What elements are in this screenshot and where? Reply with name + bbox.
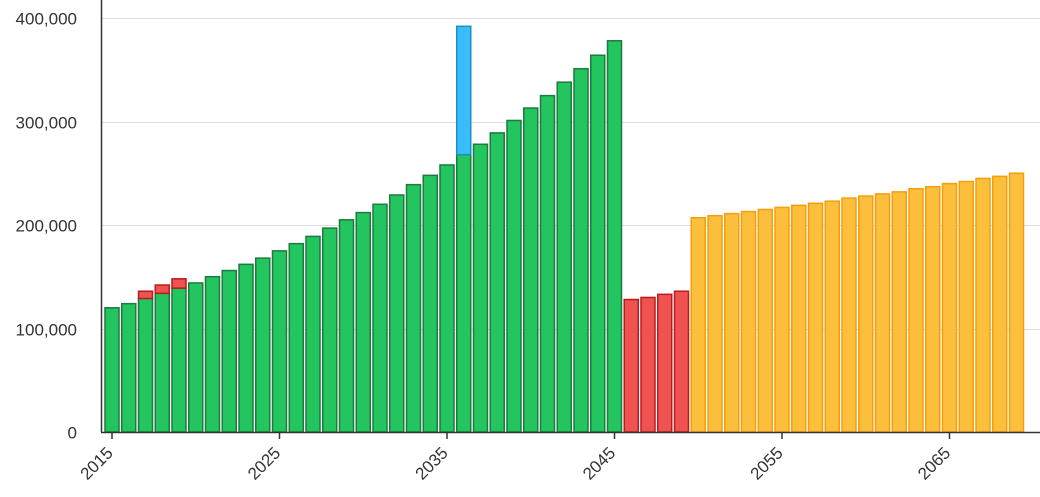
bar-2049-red	[673, 290, 690, 433]
bar-2062-orange	[891, 191, 907, 433]
bar-2042-green	[556, 81, 572, 433]
bar-2029-green	[338, 219, 355, 433]
bar-2018-green	[154, 292, 170, 433]
bar-2064-orange	[925, 185, 941, 433]
bar-2027-green	[305, 235, 321, 433]
bar-2059-orange	[841, 197, 857, 433]
bar-2043-green	[573, 67, 589, 433]
bar-2020-green	[188, 282, 204, 433]
bar-2057-orange	[807, 202, 824, 433]
bar-2032-green	[389, 194, 405, 433]
bar-2061-orange	[874, 193, 891, 433]
y-tick-label: 200,000	[16, 217, 77, 236]
bar-2048-red	[657, 293, 673, 433]
bar-2038-green	[489, 132, 505, 433]
bar-2018-red	[154, 284, 170, 295]
bar-2036-blue	[456, 25, 472, 156]
bar-2019-red	[171, 278, 187, 289]
bar-2033-green	[405, 183, 422, 433]
bar-2034-green	[422, 174, 438, 433]
bar-2066-orange	[958, 180, 974, 433]
bar-2040-green	[523, 107, 539, 433]
bar-2037-green	[472, 143, 489, 433]
bar-2058-orange	[824, 200, 840, 433]
x-tick-label: 2035	[412, 443, 452, 483]
bar-2046-red	[623, 298, 639, 433]
bar-2015-green	[104, 307, 120, 433]
bar-2065-orange	[941, 182, 958, 433]
bar-2050-orange	[690, 217, 706, 433]
y-tick-label: 100,000	[16, 321, 77, 340]
bar-2024-green	[255, 257, 271, 433]
bar-2053-orange	[740, 210, 757, 433]
bar-2060-orange	[858, 195, 874, 433]
bar-2069-orange	[1008, 172, 1025, 433]
bar-2045-green	[606, 40, 623, 433]
bars	[104, 25, 1025, 433]
y-tick-label: 300,000	[16, 114, 77, 133]
bar-2047-red	[640, 296, 656, 433]
bar-2031-green	[372, 203, 388, 433]
bar-2030-green	[355, 211, 371, 433]
bar-2016-green	[121, 302, 137, 433]
bar-2063-orange	[908, 188, 924, 433]
bar-2067-orange	[975, 177, 991, 433]
bar-2068-orange	[992, 175, 1008, 433]
bar-2051-orange	[707, 214, 723, 433]
x-tick-label: 2015	[77, 443, 117, 483]
bar-2026-green	[288, 242, 304, 433]
bar-2055-orange	[774, 206, 790, 433]
bar-2023-green	[238, 263, 254, 433]
bar-2052-orange	[724, 212, 740, 433]
bar-2028-green	[322, 227, 338, 433]
bar-2041-green	[539, 94, 556, 433]
x-tick-label: 2065	[914, 443, 954, 483]
axes	[100, 0, 1040, 439]
bar-2022-green	[221, 269, 237, 433]
x-tick-labels: 2015 2025 2035 2045 2055 2065	[77, 443, 955, 483]
bar-2054-orange	[757, 208, 773, 433]
bar-2039-green	[506, 119, 522, 433]
y-tick-label: 400,000	[16, 10, 77, 29]
y-tick-labels: 0 100,000 200,000 300,000 400,000	[16, 10, 77, 443]
x-tick-label: 2025	[244, 443, 284, 483]
bar-2019-green	[171, 287, 187, 433]
x-tick-label: 2045	[579, 443, 619, 483]
bar-2056-orange	[791, 204, 807, 433]
bar-2044-green	[590, 54, 606, 433]
y-tick-label: 0	[68, 424, 77, 443]
bar-2036-green	[456, 153, 472, 433]
bar-2017-green	[137, 297, 154, 433]
bar-2021-green	[204, 276, 221, 433]
bar-2025-green	[271, 250, 288, 433]
bar-2035-green	[439, 164, 455, 433]
bar-2017-red	[137, 290, 154, 300]
x-tick-label: 2055	[747, 443, 787, 483]
